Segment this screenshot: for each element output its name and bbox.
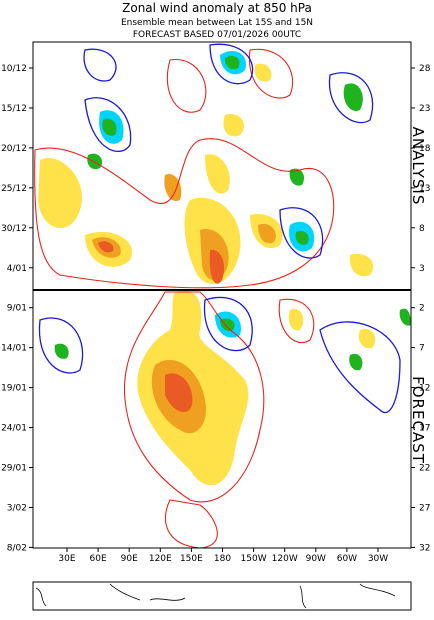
shade [54,343,69,359]
forecast-note: FORECAST BASED 07/01/2026 00UTC [133,30,301,40]
x-tick-label: 90E [121,554,138,564]
contour-line [209,43,254,85]
x-tick-label: 150E [180,554,203,564]
shade [209,249,225,284]
y-day-label: 27 [419,503,430,513]
y-day-label: 23 [419,104,430,114]
x-tick-label: 180 [214,554,231,564]
y-date-label: 3/02 [7,503,27,513]
y-day-label: 32 [419,543,430,553]
y-date-label: 30/12 [1,224,27,234]
shade [224,55,240,70]
map-frame [32,581,412,611]
x-tick-label: 30W [368,554,388,564]
y-date-label: 20/12 [1,144,27,154]
shade [258,223,276,244]
y-day-label: 18 [419,144,431,154]
contour-line [279,207,324,259]
contour-line [84,97,132,152]
locator-map [32,581,412,611]
x-tick-label: 30E [58,554,75,564]
coastline [35,583,396,609]
y-date-label: 15/12 [1,104,27,114]
y-day-label: 8 [419,224,425,234]
y-day-label: 22 [419,464,430,474]
shade [295,230,309,245]
y-date-label: 8/02 [7,543,27,553]
chart-subtitle: Ensemble mean between Lat 15S and 15N [121,18,313,28]
y-day-label: 12 [419,384,430,394]
x-tick-label: 60E [90,554,107,564]
y-date-label: 4/01 [7,264,27,274]
y-date-label: 24/01 [1,424,27,434]
contour-line [83,48,117,82]
y-day-label: 17 [419,424,430,434]
shade [98,241,114,253]
x-tick-label: 120W [272,554,298,564]
shade [289,168,305,186]
contour-line [38,317,84,374]
contour-line [328,72,374,124]
shade [205,154,230,194]
shade [399,308,411,326]
y-day-label: 7 [419,344,425,354]
shade [288,308,304,331]
contour-line [166,59,207,113]
contour-line [203,296,253,352]
forecast-label: FORECAST [409,376,427,464]
y-date-label: 10/12 [1,64,27,74]
y-day-label: 13 [419,184,430,194]
shade [358,328,376,349]
contour-line [123,291,265,503]
x-tick-label: 90W [306,554,326,564]
contour-line [278,298,315,343]
contour-line [248,48,294,99]
y-date-label: 9/01 [7,304,27,314]
shade [102,118,117,136]
y-date-label: 25/12 [1,184,27,194]
shade [87,153,103,170]
y-date-label: 19/01 [1,384,27,394]
shade [165,373,193,413]
y-day-label: 28 [419,64,431,74]
shade [220,318,235,331]
chart-title: Zonal wind anomaly at 850 hPa [122,1,312,15]
contour-field [34,43,411,549]
shade [164,174,182,201]
shade [223,114,245,137]
shade [254,63,272,82]
contour-line [34,138,335,289]
x-tick-label: 120E [149,554,172,564]
shade [349,253,374,277]
analysis-label: ANALYSIS [409,127,427,206]
shade [343,83,363,111]
shade [349,353,363,371]
shade [38,158,82,229]
y-day-label: 3 [419,264,425,274]
x-tick-label: 150W [241,554,267,564]
y-date-label: 29/01 [1,464,27,474]
x-tick-label: 60W [337,554,357,564]
y-date-label: 14/01 [1,344,27,354]
contour-line [164,499,218,549]
y-day-label: 2 [419,304,425,314]
contour-line [319,321,401,413]
